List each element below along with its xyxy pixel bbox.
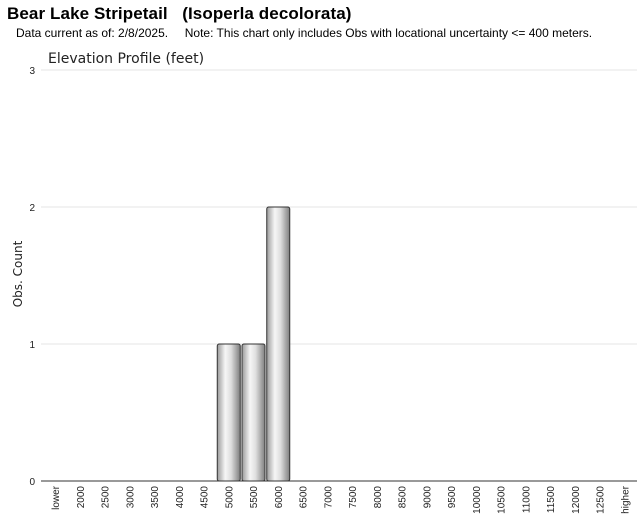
x-tick-label: 7500 [348,486,359,509]
x-tick-label: 3000 [125,486,136,509]
x-tick-label: higher [620,485,631,513]
x-tick-label: 5500 [249,486,260,509]
page-title: Bear Lake Stripetail (Isoperla decolorat… [7,4,352,23]
y-tick-label: 2 [29,203,35,214]
x-tick-label: 8500 [398,486,409,509]
bar-6000[interactable] [266,206,291,482]
chart-title: Elevation Profile (feet) [48,51,204,67]
x-tick-label: 7000 [323,486,334,509]
x-tick-label: 8000 [373,486,384,509]
bar-5000[interactable] [216,343,241,482]
x-tick-label: 12000 [571,486,582,514]
x-tick-label: 9000 [422,486,433,509]
x-tick-label: 4000 [175,486,186,509]
x-tick-label: 9500 [447,486,458,509]
x-tick-label: 10000 [472,486,483,514]
x-tick-label: 5000 [224,486,235,509]
x-tick-label: 10500 [497,486,508,514]
data-note: Data current as of: 2/8/2025. Note: This… [16,26,593,40]
y-tick-label: 3 [29,66,35,77]
x-tick-label: 11000 [521,486,532,514]
x-tick-label: lower [51,485,62,510]
x-tick-label: 6000 [274,486,285,509]
x-tick-label: 3500 [150,486,161,509]
x-tick-label: 4500 [200,486,211,509]
x-tick-label: 2000 [76,486,87,509]
x-tick-label: 12500 [596,486,607,514]
y-tick-label: 1 [29,340,35,351]
x-tick-label: 2500 [101,486,112,509]
y-axis-label: Obs. Count [11,240,25,307]
bar-5500[interactable] [241,343,266,482]
y-tick-label: 0 [29,477,35,488]
x-tick-label: 6500 [299,486,310,509]
x-tick-label: 11500 [546,486,557,514]
